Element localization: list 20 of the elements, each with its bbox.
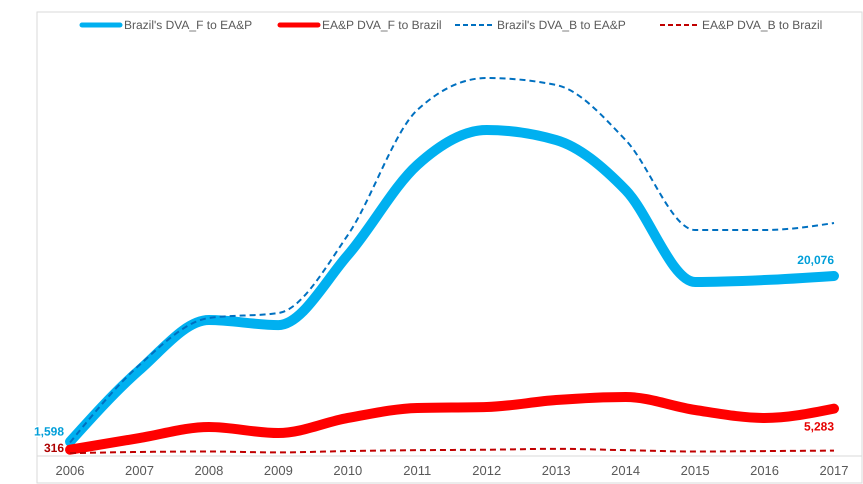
x-tick-label: 2010 [333,463,362,478]
legend-label: EA&P DVA_B to Brazil [702,18,822,32]
data-label: 20,076 [797,252,834,267]
legend-label: EA&P DVA_F to Brazil [322,18,442,32]
x-tick-label: 2009 [264,463,293,478]
x-tick-label: 2017 [820,463,848,478]
x-tick-label: 2015 [680,463,710,478]
x-tick-label: 2006 [56,463,84,478]
legend-label: Brazil's DVA_B to EA&P [497,18,626,32]
x-tick-label: 2007 [124,463,154,478]
x-tick-label: 2011 [403,463,432,478]
x-tick-label: 2008 [194,463,224,478]
legend-label: Brazil's DVA_F to EA&P [124,18,252,32]
x-tick-label: 2013 [542,463,571,478]
x-tick-label: 2016 [750,463,780,478]
x-tick-label: 2014 [611,463,640,478]
data-label: 5,283 [804,420,834,434]
x-tick-label: 2012 [472,463,502,478]
data-label: 1,598 [34,424,64,439]
data-label: 316 [44,441,64,455]
